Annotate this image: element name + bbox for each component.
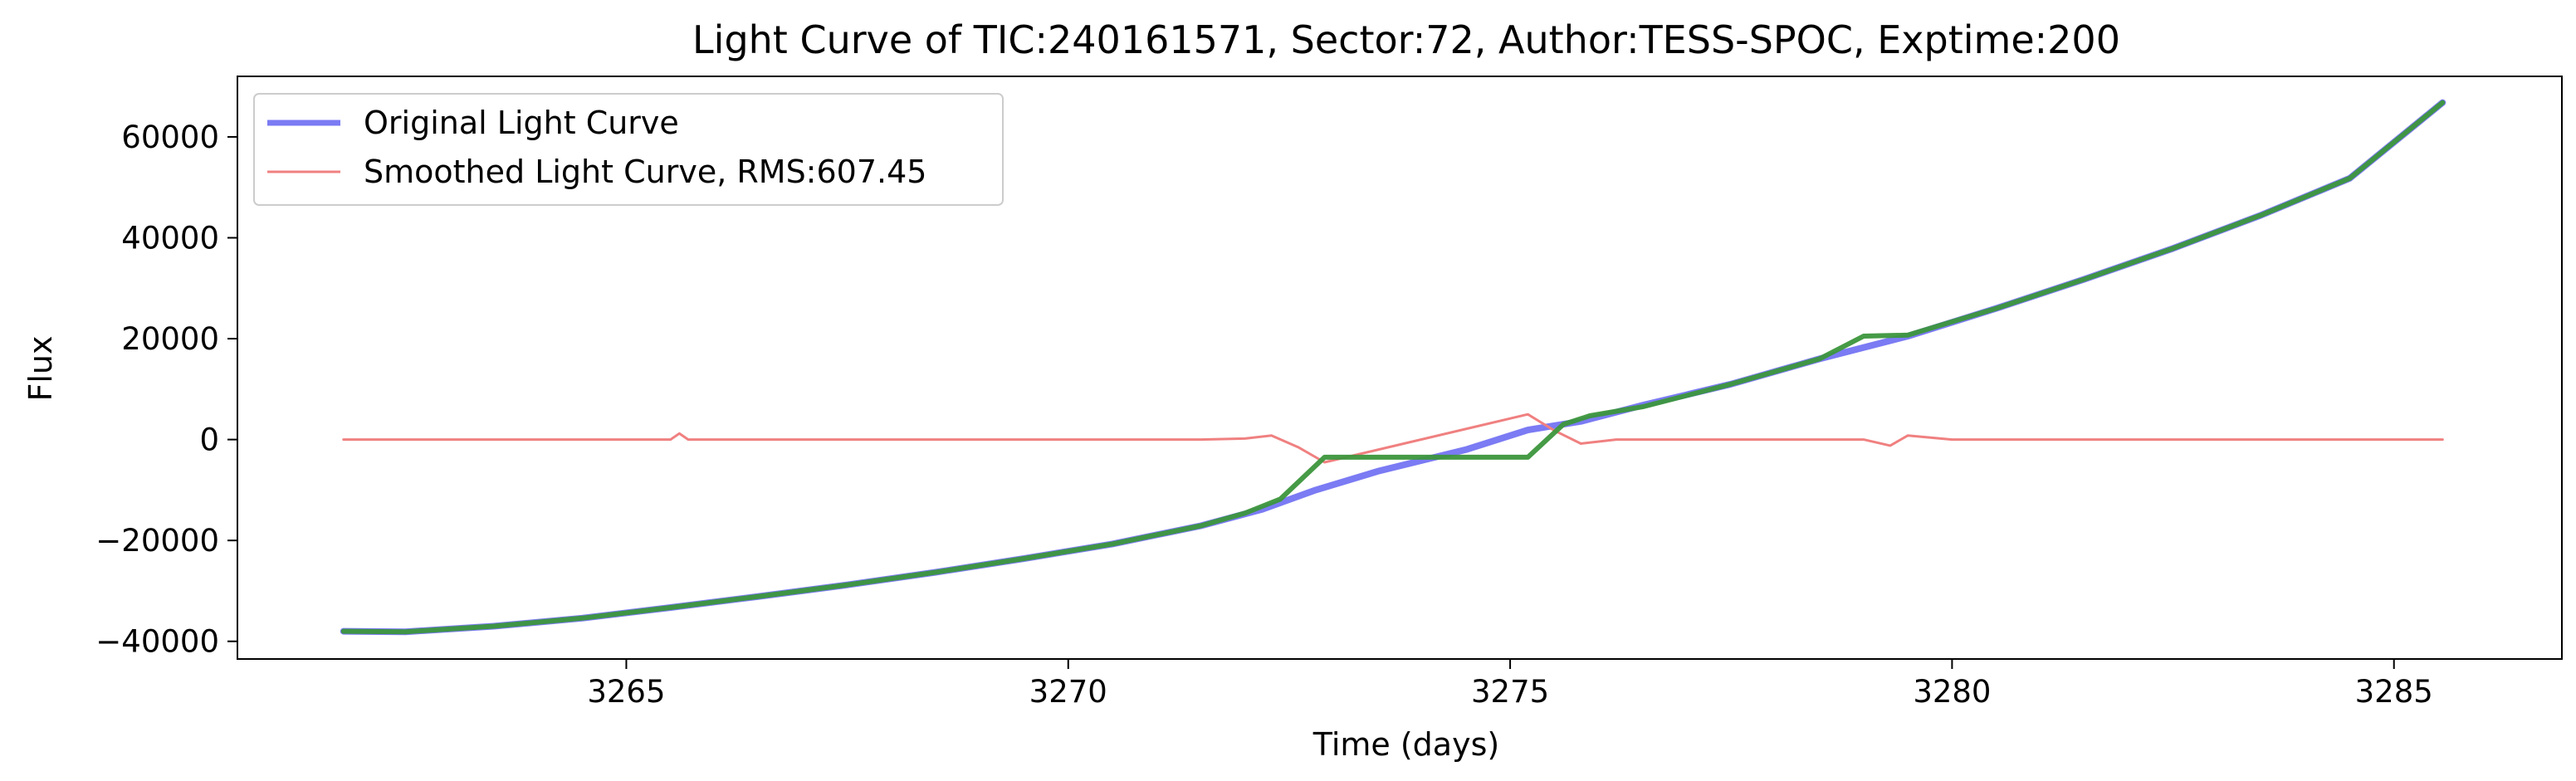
x-tick-label: 3275 (1471, 674, 1549, 710)
legend: Original Light Curve Smoothed Light Curv… (253, 93, 1004, 206)
plot-frame (237, 76, 2563, 660)
y-tick-label: −40000 (95, 624, 219, 660)
x-axis-label: Time (days) (1312, 726, 1499, 763)
series-line-trend (340, 100, 2446, 635)
y-axis: −40000 −20000 0 20000 40000 60000 (95, 120, 237, 660)
legend-box (253, 93, 1004, 206)
x-tick-label: 3280 (1913, 674, 1991, 710)
y-tick-label: 40000 (121, 220, 219, 256)
y-tick-label: 0 (199, 422, 219, 458)
chart-title: Light Curve of TIC:240161571, Sector:72,… (692, 17, 2120, 62)
series-line-smoothed (342, 412, 2444, 464)
x-axis: 3265 3270 3275 3280 3285 (587, 659, 2433, 710)
x-tick-label: 3285 (2355, 674, 2433, 710)
x-tick-label: 3270 (1029, 674, 1107, 710)
y-axis-label: Flux (22, 336, 59, 402)
x-tick-label: 3265 (587, 674, 665, 710)
legend-label-smoothed: Smoothed Light Curve, RMS:607.45 (364, 154, 926, 190)
series-layer (340, 99, 2446, 636)
legend-label-original: Original Light Curve (364, 105, 679, 141)
y-tick-label: 60000 (121, 120, 219, 155)
y-tick-label: −20000 (95, 523, 219, 559)
y-tick-label: 20000 (121, 321, 219, 357)
